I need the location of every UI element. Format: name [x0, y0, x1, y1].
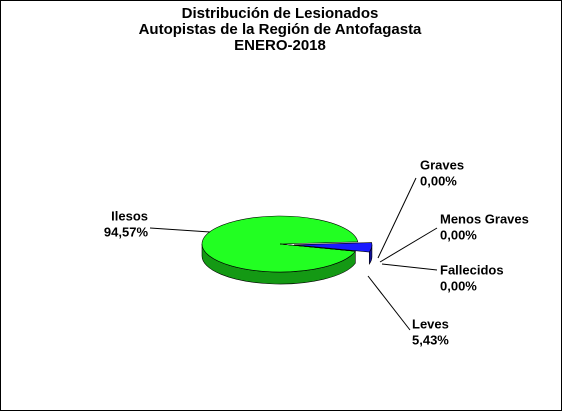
slice	[279, 243, 356, 252]
leader-line	[379, 227, 438, 263]
slice-part	[279, 243, 356, 252]
chart-title: ENERO-2018	[234, 37, 326, 54]
leader-line	[377, 177, 417, 259]
legend-label: Menos Graves	[440, 211, 529, 226]
slice-part	[201, 215, 359, 273]
leader-line	[149, 227, 211, 233]
leader-line	[367, 275, 411, 331]
data-label: 0,00%	[420, 173, 457, 188]
leader-line	[381, 263, 438, 271]
slice	[293, 242, 373, 265]
chart-title: Autopistas de la Región de Antofagasta	[139, 21, 422, 38]
data-label: 94,57%	[104, 224, 149, 239]
data-label: 0,00%	[440, 227, 477, 242]
legend-label: Ilesos	[111, 208, 148, 223]
slice-part	[293, 242, 373, 253]
legend-label: Leves	[412, 316, 449, 331]
legend-label: Fallecidos	[440, 262, 504, 277]
legend-label: Graves	[420, 157, 464, 172]
data-label: 0,00%	[440, 278, 477, 293]
chart-title: Distribución de Lesionados	[182, 5, 379, 22]
data-label: 5,43%	[412, 332, 449, 347]
slice	[201, 215, 359, 285]
